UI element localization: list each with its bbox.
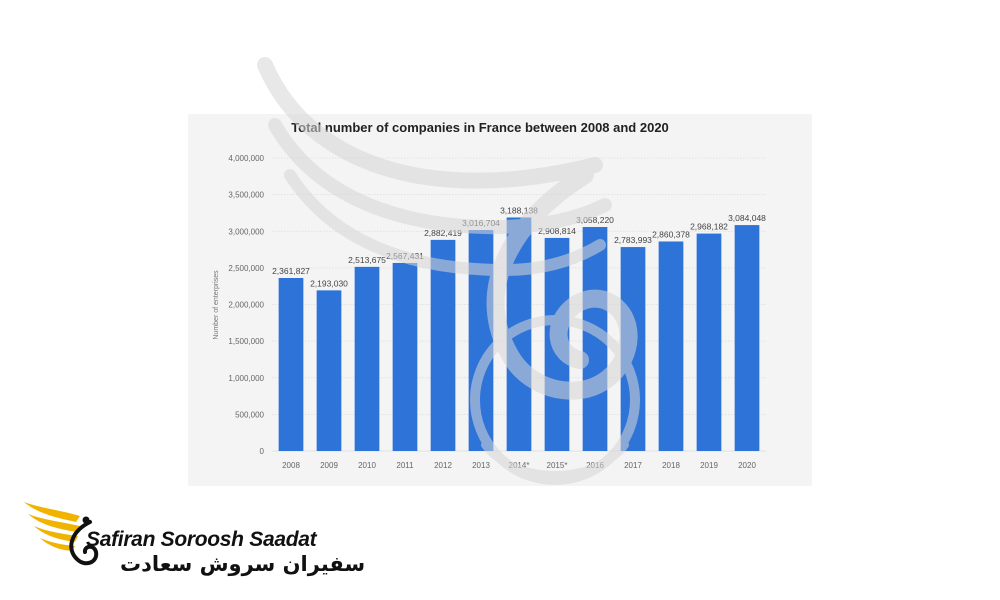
- x-tick-label: 2014*: [509, 461, 530, 470]
- value-label: 3,058,220: [576, 215, 614, 225]
- x-tick-label: 2012: [434, 461, 452, 470]
- bar-2009: [316, 290, 342, 451]
- chart-panel: Total number of companies in France betw…: [188, 114, 812, 486]
- x-tick-label: 2015*: [547, 461, 568, 470]
- bar-2010: [354, 266, 380, 451]
- bar-2011: [392, 262, 418, 451]
- value-label: 2,783,993: [614, 235, 652, 245]
- bar-2019: [696, 233, 722, 451]
- bar-2013: [468, 230, 494, 451]
- x-tick-label: 2018: [662, 461, 680, 470]
- x-tick-label: 2016: [586, 461, 604, 470]
- x-tick-label: 2020: [738, 461, 756, 470]
- value-label: 2,193,030: [310, 278, 348, 288]
- value-label: 2,361,827: [272, 266, 310, 276]
- x-tick-label: 2019: [700, 461, 718, 470]
- y-tick-label: 500,000: [235, 410, 264, 419]
- bar-2008: [278, 277, 304, 451]
- company-logo: Safiran Soroosh Saadat سفیران سروش سعادت: [20, 492, 365, 582]
- bar-2020: [734, 225, 760, 451]
- wing-logo-icon: [24, 502, 99, 566]
- value-label: 2,882,419: [424, 228, 462, 238]
- chart-title: Total number of companies in France betw…: [291, 120, 669, 135]
- y-axis-label: Number of enterprises: [213, 270, 220, 340]
- y-tick-label: 2,500,000: [228, 264, 264, 273]
- value-label: 2,567,431: [386, 251, 424, 261]
- value-label: 2,860,378: [652, 229, 690, 239]
- x-tick-label: 2017: [624, 461, 642, 470]
- logo-farsi-text: سفیران سروش سعادت: [120, 552, 366, 576]
- x-tick-label: 2010: [358, 461, 376, 470]
- y-tick-label: 0: [260, 447, 265, 456]
- bar-2012: [430, 239, 456, 451]
- y-tick-label: 2,000,000: [228, 301, 264, 310]
- value-label: 3,016,704: [462, 218, 500, 228]
- bar-2014: [506, 217, 532, 451]
- bar-2015: [544, 237, 570, 451]
- value-label: 2,513,675: [348, 255, 386, 265]
- value-label: 3,084,048: [728, 213, 766, 223]
- y-tick-label: 3,000,000: [228, 227, 264, 236]
- y-tick-labels: 0 500,000 1,000,000 1,500,000 2,000,000 2,500…: [228, 154, 264, 456]
- bar-2016: [582, 226, 608, 451]
- value-label: 2,908,814: [538, 226, 576, 236]
- x-tick-label: 2008: [282, 461, 300, 470]
- value-label: 2,968,182: [690, 222, 728, 232]
- y-tick-label: 4,000,000: [228, 154, 264, 163]
- y-tick-label: 1,000,000: [228, 374, 264, 383]
- value-label: 3,188,138: [500, 205, 538, 215]
- x-tick-label: 2013: [472, 461, 490, 470]
- x-tick-labels: 2008 2009 2010 2011 2012 2013 2014* 2015* 2016 20…: [282, 461, 756, 470]
- bar-2018: [658, 241, 684, 451]
- bar-chart: Total number of companies in France betw…: [213, 120, 766, 470]
- x-tick-label: 2011: [396, 461, 414, 470]
- logo-latin-text: Safiran Soroosh Saadat: [86, 528, 317, 551]
- y-tick-label: 1,500,000: [228, 337, 264, 346]
- bars: [278, 217, 760, 451]
- x-tick-label: 2009: [320, 461, 338, 470]
- y-tick-label: 3,500,000: [228, 191, 264, 200]
- bar-2017: [620, 247, 646, 451]
